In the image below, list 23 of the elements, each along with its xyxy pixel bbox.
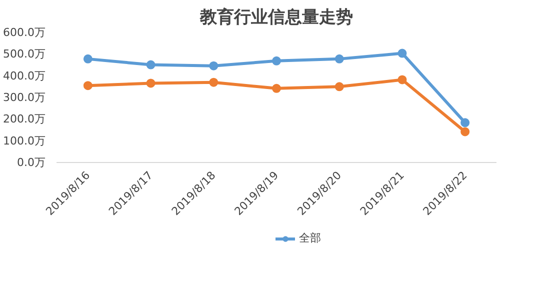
point bbox=[398, 75, 407, 84]
chart-title: 教育行业信息量走势 bbox=[199, 6, 353, 28]
y-tick-label: 0.0万 bbox=[17, 156, 46, 169]
point bbox=[272, 84, 281, 93]
y-tick-label: 300.0万 bbox=[3, 91, 46, 104]
point bbox=[83, 81, 92, 90]
legend-label: 全部 bbox=[299, 230, 321, 246]
point bbox=[146, 78, 156, 88]
point bbox=[272, 56, 281, 66]
y-tick-label: 100.0万 bbox=[3, 134, 46, 148]
point bbox=[83, 54, 92, 64]
point bbox=[209, 78, 218, 87]
y-tick-label: 200.0万 bbox=[3, 112, 46, 126]
y-tick-label: 500.0万 bbox=[3, 48, 46, 61]
point bbox=[460, 118, 470, 128]
point bbox=[334, 82, 344, 92]
point bbox=[398, 48, 407, 58]
point bbox=[146, 60, 156, 70]
point bbox=[334, 54, 344, 64]
point bbox=[460, 127, 470, 136]
y-tick-label: 600.0万 bbox=[3, 26, 46, 39]
y-tick-label: 400.0万 bbox=[3, 69, 46, 82]
point bbox=[209, 61, 218, 70]
